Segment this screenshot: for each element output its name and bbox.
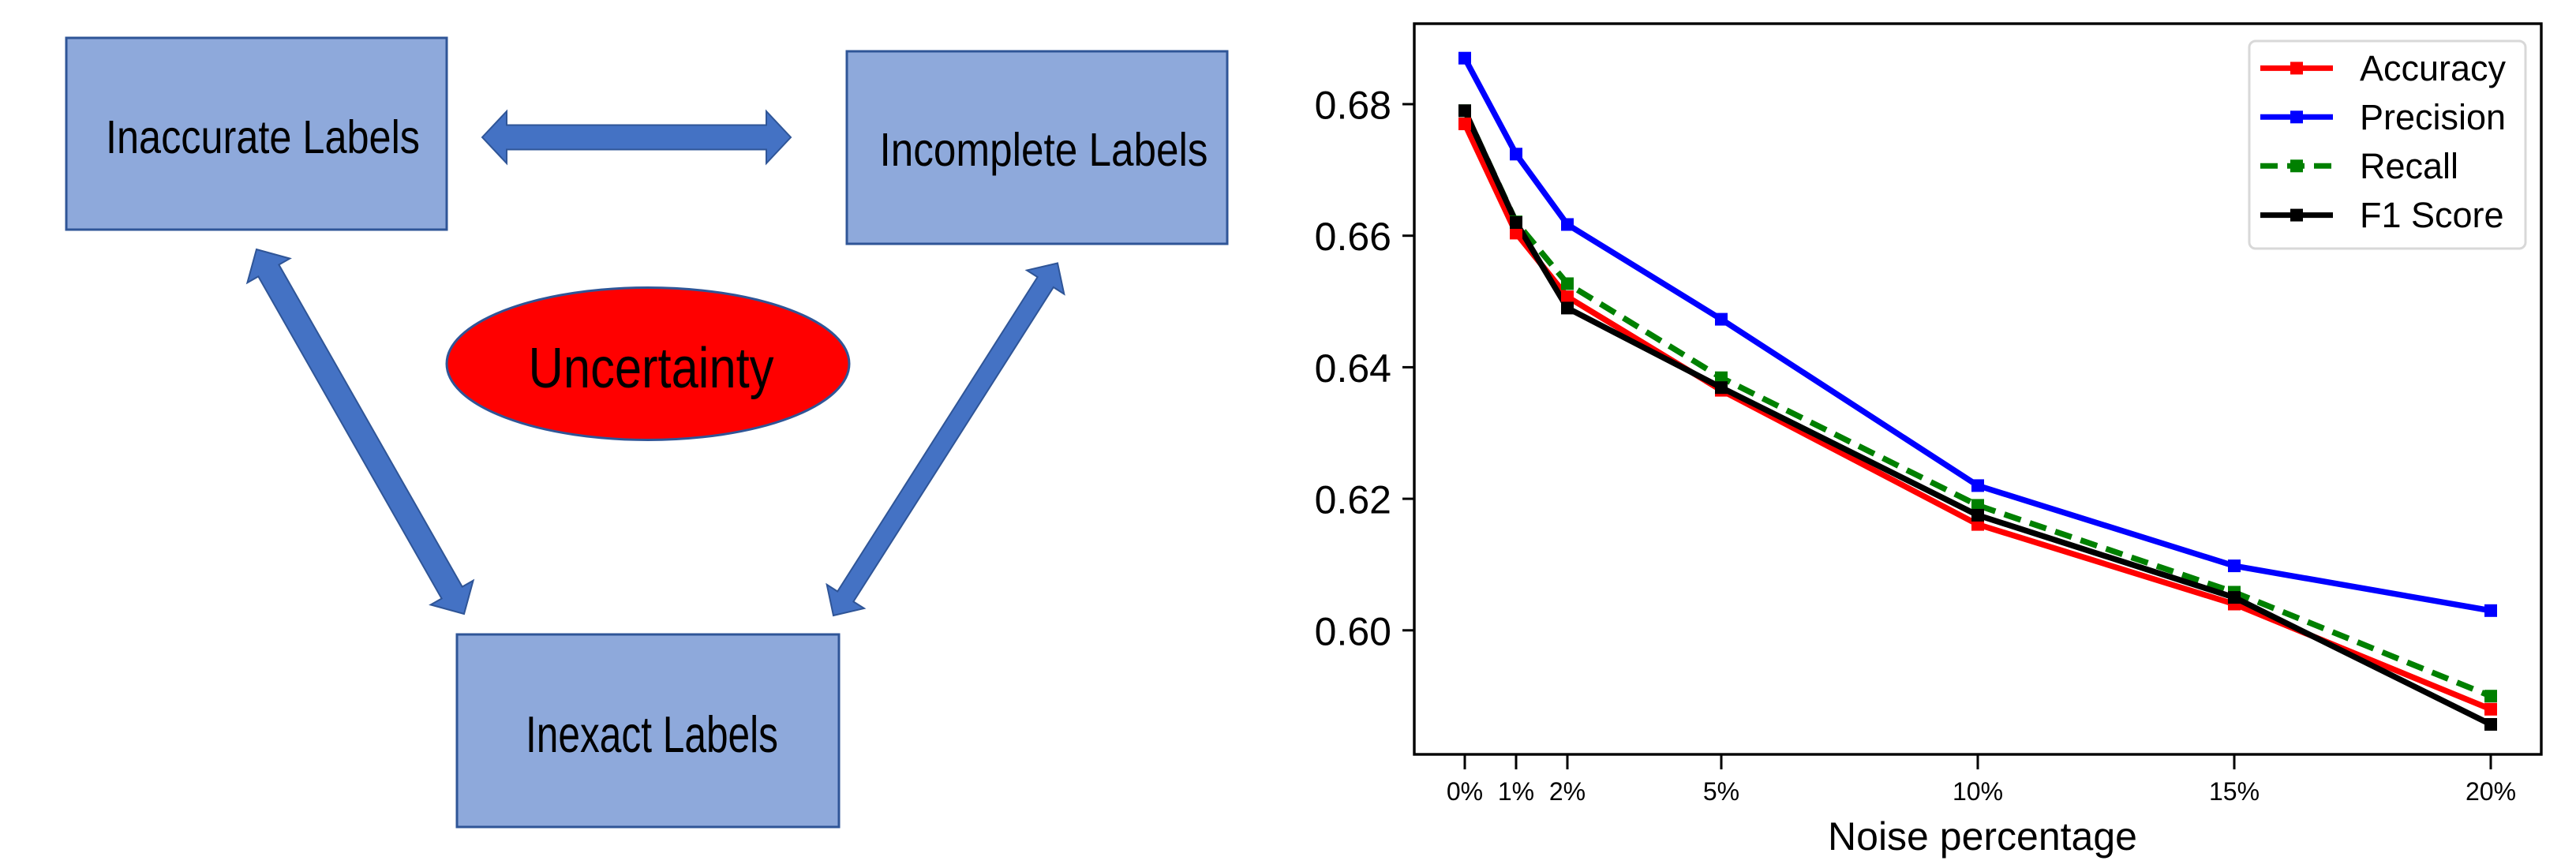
svg-text:0%: 0% (1447, 777, 1483, 806)
svg-text:5%: 5% (1703, 777, 1739, 806)
svg-text:0.60: 0.60 (1315, 609, 1391, 653)
svg-text:15%: 15% (2209, 777, 2260, 806)
svg-text:Noise percentage: Noise percentage (1828, 814, 2137, 859)
svg-text:Recall: Recall (2360, 146, 2458, 186)
svg-text:F1 Score: F1 Score (2360, 195, 2504, 235)
svg-text:Uncertainty: Uncertainty (529, 337, 774, 400)
svg-text:Precision: Precision (2360, 97, 2506, 137)
svg-text:Inexact Labels: Inexact Labels (526, 706, 778, 763)
svg-text:0.68: 0.68 (1315, 84, 1391, 128)
svg-text:0.62: 0.62 (1315, 478, 1391, 522)
svg-text:1%: 1% (1498, 777, 1534, 806)
svg-text:0.66: 0.66 (1315, 215, 1391, 259)
svg-text:0.64: 0.64 (1315, 346, 1391, 391)
svg-text:Inaccurate Labels: Inaccurate Labels (106, 110, 420, 163)
svg-text:10%: 10% (1953, 777, 2003, 806)
svg-text:Accuracy: Accuracy (2360, 48, 2507, 88)
svg-text:2%: 2% (1549, 777, 1586, 806)
svg-text:Incomplete Labels: Incomplete Labels (880, 123, 1208, 176)
svg-text:20%: 20% (2466, 777, 2516, 806)
